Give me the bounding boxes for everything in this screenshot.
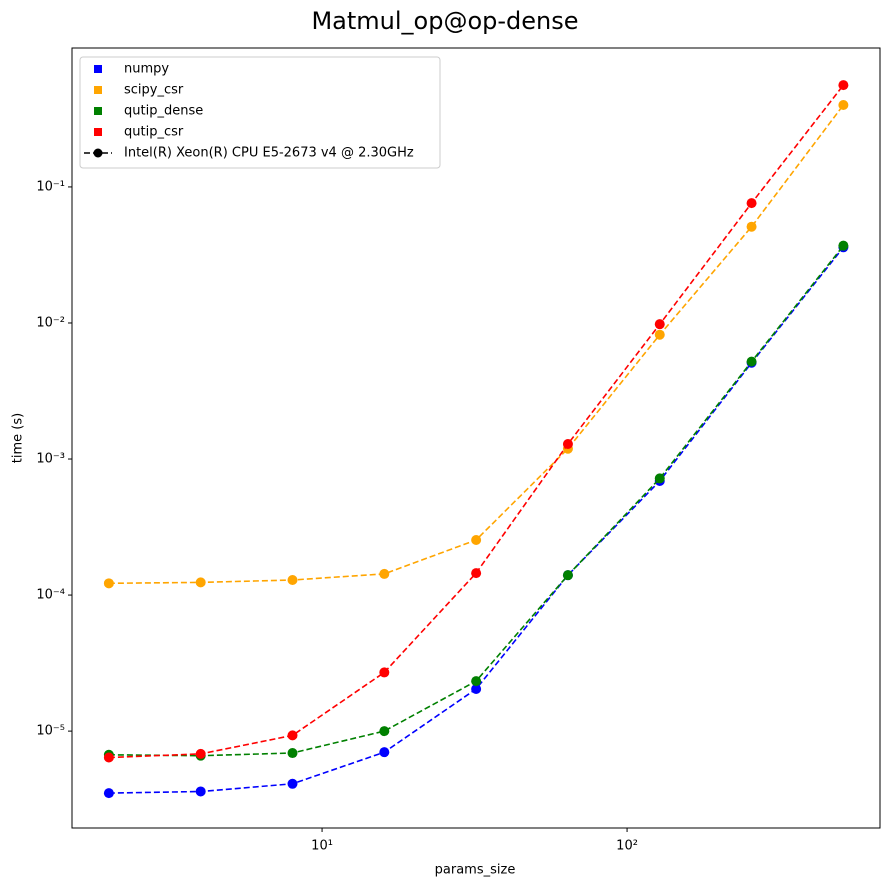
legend-marker [94,107,102,115]
legend-marker [93,148,103,158]
data-point [654,329,665,340]
data-point [471,683,482,694]
data-point [379,667,390,678]
data-point [654,473,665,484]
data-point [471,568,482,579]
y-tick-label: 10⁻⁴ [36,588,65,603]
data-point [471,676,482,687]
data-point [562,570,573,581]
y-tick-label: 10⁻² [36,315,65,330]
data-point [103,752,114,763]
data-point [379,747,390,758]
data-point [103,578,114,589]
y-axis-label: time (s) [11,413,26,463]
chart-title: Matmul_op@op-dense [311,7,578,35]
series-line [108,246,845,794]
y-tick-label: 10⁻¹ [36,179,65,194]
data-point [379,726,390,737]
legend-label: qutip_csr [124,125,184,140]
data-point [471,534,482,545]
legend-marker [94,86,102,94]
legend-label: numpy [124,62,169,77]
y-tick-label: 10⁻³ [36,452,65,467]
data-point [746,221,757,232]
data-point [838,240,849,251]
data-point [562,438,573,449]
x-tick-label: 10¹ [311,839,333,854]
y-tick-label: 10⁻⁵ [36,724,65,739]
legend-marker [94,128,102,136]
plot-frame [71,47,881,829]
data-point [287,748,298,759]
x-tick-label: 10² [616,839,638,854]
data-point [746,198,757,209]
data-point [287,575,298,586]
legend-label: scipy_csr [124,83,184,98]
data-point [195,786,206,797]
series-line [108,104,845,585]
data-point [287,778,298,789]
data-point [379,568,390,579]
data-point [838,100,849,111]
legend-marker [94,65,102,73]
legend-box [79,56,441,169]
legend-label: Intel(R) Xeon(R) CPU E5-2673 v4 @ 2.30GH… [124,146,414,161]
data-point [195,748,206,759]
data-point [746,356,757,367]
data-point [195,577,206,588]
series-line [108,84,845,759]
data-point [103,788,114,799]
x-axis-label: params_size [435,863,516,878]
data-point [287,730,298,741]
data-point [838,80,849,91]
data-point [654,319,665,330]
legend-label: qutip_dense [124,104,203,119]
